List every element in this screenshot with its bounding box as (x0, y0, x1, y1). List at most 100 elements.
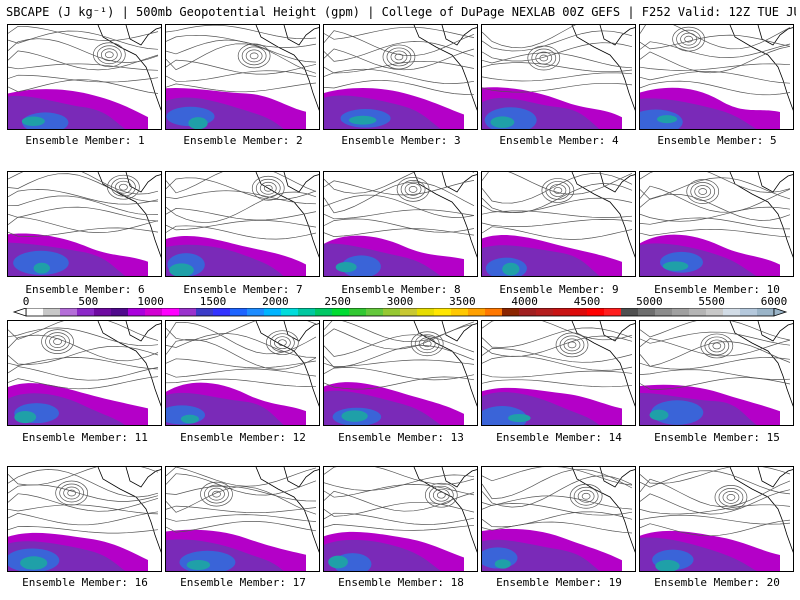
height-contour (482, 172, 633, 195)
colorbar-swatch (60, 308, 78, 316)
height-contour (482, 82, 633, 93)
colorbar-swatch (94, 308, 112, 316)
panel-map (166, 321, 319, 425)
height-contour (640, 172, 791, 193)
panel-map (166, 25, 319, 129)
height-contour (718, 488, 744, 507)
coastline (599, 25, 635, 46)
cape-shading (21, 116, 45, 126)
height-contour (482, 219, 633, 227)
height-contour (8, 511, 159, 526)
colorbar-swatch (366, 308, 384, 316)
height-contour (8, 50, 159, 71)
colorbar-swatch (281, 308, 299, 316)
ensemble-panel-12 (165, 320, 320, 426)
height-contour (640, 478, 791, 507)
height-contour (111, 177, 136, 197)
colorbar-swatch (434, 308, 452, 316)
colorbar-tick-label: 0 (22, 295, 30, 308)
height-contour (92, 42, 126, 68)
panel-map (324, 321, 477, 425)
height-contour (166, 43, 317, 74)
height-contour (482, 42, 633, 62)
height-contour (8, 195, 159, 216)
cape-shading (188, 117, 208, 129)
coastline (125, 467, 161, 488)
height-contour (577, 489, 595, 503)
coastline (413, 25, 477, 111)
height-contour (8, 173, 159, 202)
height-contour (640, 185, 791, 213)
coastline (599, 321, 635, 342)
height-contour (640, 217, 791, 230)
height-contour (8, 345, 159, 365)
height-contour (166, 333, 317, 358)
height-contour (680, 32, 697, 46)
height-contour (8, 376, 159, 390)
cape-shading (494, 559, 511, 569)
height-contour (324, 60, 475, 74)
height-contour (100, 48, 118, 62)
colorbar-tick-label: 4000 (511, 295, 538, 308)
height-contour (107, 174, 140, 200)
height-contour (684, 35, 693, 43)
member-label: Ensemble Member: 5 (657, 134, 777, 147)
panel-map (482, 172, 635, 276)
height-contour (49, 335, 66, 348)
height-contour (559, 335, 585, 355)
height-contour (59, 483, 85, 503)
height-contour (266, 330, 299, 356)
member-label: Ensemble Member: 17 (180, 576, 306, 589)
height-contour (394, 53, 404, 61)
colorbar-swatch (417, 308, 435, 316)
height-contour (482, 521, 633, 534)
height-contour (482, 511, 633, 528)
ensemble-panel-3 (323, 24, 478, 130)
colorbar-swatch (128, 308, 146, 316)
coastline (441, 321, 477, 342)
coastline (757, 321, 793, 342)
height-contour (563, 338, 581, 352)
height-contour (708, 339, 726, 353)
height-contour (640, 331, 791, 346)
height-contour (482, 173, 633, 204)
height-contour (324, 334, 475, 357)
height-contour (8, 469, 159, 498)
height-contour (166, 473, 317, 496)
ensemble-panel-17 (165, 466, 320, 572)
colorbar-swatch (638, 308, 656, 316)
height-contour (200, 481, 233, 507)
height-contour (166, 70, 317, 82)
height-contour (722, 491, 740, 504)
panel-map (166, 172, 319, 276)
cape-shading (33, 262, 50, 274)
colorbar-swatch (332, 308, 350, 316)
height-contour (690, 182, 716, 201)
height-contour (324, 80, 475, 95)
height-contour (8, 189, 159, 205)
member-label: Ensemble Member: 9 (499, 283, 619, 296)
height-contour (324, 323, 475, 350)
height-contour (640, 504, 791, 515)
coastline (97, 172, 161, 258)
height-contour (8, 38, 159, 63)
member-label: Ensemble Member: 10 (654, 283, 780, 296)
height-contour (714, 485, 748, 510)
height-contour (278, 339, 287, 347)
height-contour (640, 177, 791, 200)
cape-shading (341, 410, 368, 422)
colorbar-swatch (247, 308, 265, 316)
colorbar-swatch (145, 308, 163, 316)
height-contour (8, 63, 159, 71)
colorbar-swatch (77, 308, 95, 316)
ensemble-panel-2 (165, 24, 320, 130)
colorbar-swatch (604, 308, 622, 316)
height-contour (539, 54, 549, 62)
height-contour (549, 184, 567, 197)
colorbar-scale (12, 308, 788, 317)
height-contour (8, 366, 159, 381)
height-contour (166, 82, 317, 93)
coastline (757, 172, 793, 193)
colorbar-swatch (672, 308, 690, 316)
coastline (729, 25, 793, 111)
